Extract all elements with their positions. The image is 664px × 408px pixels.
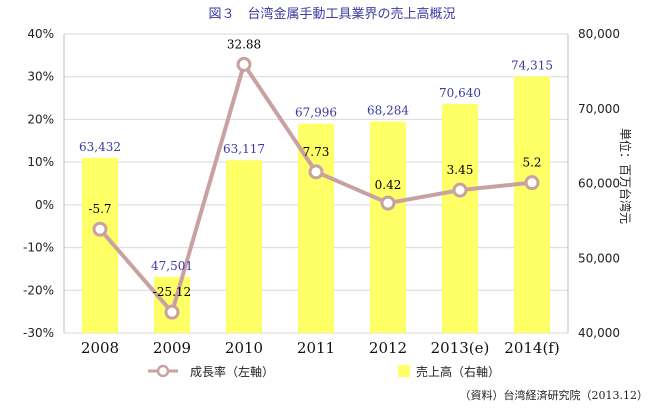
left-tick-label: 40% bbox=[27, 27, 54, 41]
bar-2014(f) bbox=[514, 76, 550, 334]
legend-bar-label: 売上高（右軸） bbox=[416, 365, 501, 379]
bar-2012 bbox=[370, 121, 406, 333]
left-tick-label: 0% bbox=[35, 198, 54, 212]
x-tick-label: 2009 bbox=[153, 339, 191, 357]
growth-label-2009: -25.12 bbox=[153, 285, 191, 299]
right-tick-label: 40,000 bbox=[578, 326, 620, 340]
growth-label-2014(f): 5.2 bbox=[522, 156, 541, 170]
bar-label-2009: 47,501 bbox=[151, 259, 193, 273]
left-tick-label: 30% bbox=[27, 70, 54, 84]
bar-label-2014(f): 74,315 bbox=[511, 58, 553, 72]
left-tick-label: -20% bbox=[23, 283, 54, 297]
x-tick-label: 2012 bbox=[369, 339, 407, 357]
line-series bbox=[92, 56, 540, 320]
growth-label-2011: 7.73 bbox=[303, 145, 330, 159]
growth-label-2008: -5.7 bbox=[88, 202, 111, 216]
left-tick-label: 10% bbox=[27, 155, 54, 169]
unit-label: 単位：百万台湾元 bbox=[618, 128, 632, 225]
growth-label-2010: 32.88 bbox=[227, 37, 261, 51]
right-tick-label: 60,000 bbox=[578, 177, 620, 191]
x-tick-label: 2011 bbox=[297, 339, 335, 357]
left-tick-label: -10% bbox=[23, 241, 54, 255]
point-2008 bbox=[92, 221, 108, 237]
point-2010 bbox=[236, 56, 252, 72]
x-tick-label: 2008 bbox=[81, 339, 119, 357]
bar-label-2011: 67,996 bbox=[295, 106, 337, 120]
chart-title: 図３ 台湾金属手動工具業界の売上高概況 bbox=[208, 7, 456, 22]
right-axis: 80,000 70,000 60,000 50,000 40,000 bbox=[578, 27, 620, 340]
bar-2013(e) bbox=[442, 103, 478, 333]
legend-swatches bbox=[148, 364, 410, 378]
point-2009 bbox=[164, 304, 180, 320]
left-tick-label: -30% bbox=[23, 326, 54, 340]
bar-2010 bbox=[226, 160, 262, 333]
legend-line-label: 成長率（左軸） bbox=[190, 365, 275, 379]
point-2012 bbox=[380, 195, 396, 211]
right-axis-title: 単位：百万台湾元 bbox=[614, 128, 644, 238]
bar-label-2010: 63,117 bbox=[223, 142, 265, 156]
left-axis: 40% 30% 20% 10% 0% -10% -20% -30% bbox=[23, 27, 54, 340]
left-tick-label: 20% bbox=[27, 112, 54, 126]
source-note: （資料）台湾経済研究院（2013.12） bbox=[459, 389, 649, 402]
x-tick-label: 2013(e) bbox=[431, 339, 490, 357]
legend-bar-swatch bbox=[398, 365, 410, 377]
growth-label-2012: 0.42 bbox=[375, 178, 402, 192]
x-tick-label: 2014(f) bbox=[504, 339, 559, 357]
bar-label-2012: 68,284 bbox=[367, 104, 409, 118]
right-tick-label: 50,000 bbox=[578, 251, 620, 265]
point-2011 bbox=[308, 164, 324, 180]
growth-label-2013(e): 3.45 bbox=[447, 163, 474, 177]
point-2013(e) bbox=[452, 182, 468, 198]
right-tick-label: 70,000 bbox=[578, 102, 620, 116]
point-2014(f) bbox=[524, 175, 540, 191]
bar-label-2013(e): 70,640 bbox=[439, 86, 481, 100]
data-labels: 63,432 47,501 63,117 67,996 68,284 70,640 74,3… bbox=[79, 37, 553, 299]
bar-series bbox=[82, 76, 550, 334]
x-tick-label: 2010 bbox=[225, 339, 263, 357]
bar-2011 bbox=[298, 123, 334, 334]
legend-marker-swatch bbox=[156, 364, 170, 378]
x-axis: 2008 2009 2010 2011 2012 2013(e) 2014(f) bbox=[81, 339, 560, 357]
bar-label-2008: 63,432 bbox=[79, 140, 121, 154]
right-tick-label: 80,000 bbox=[578, 27, 620, 41]
